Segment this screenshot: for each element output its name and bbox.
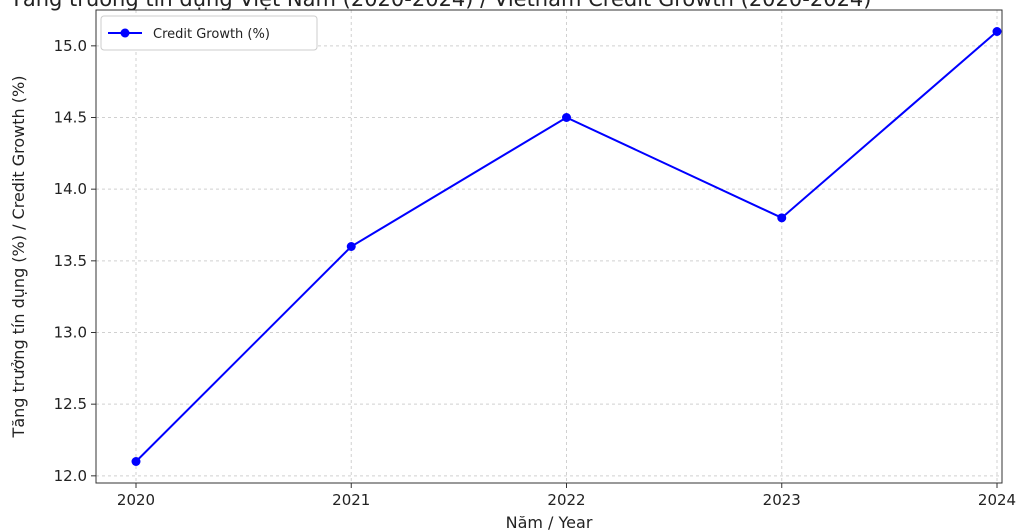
grid-lines xyxy=(96,10,1002,483)
x-tick-label: 2022 xyxy=(547,491,585,509)
legend-label: Credit Growth (%) xyxy=(153,27,270,42)
y-tick-label: 13.5 xyxy=(54,252,87,270)
y-tick-label: 15.0 xyxy=(54,37,87,55)
x-tick-label: 2021 xyxy=(332,491,370,509)
data-point xyxy=(992,27,1002,36)
y-tick-label: 14.0 xyxy=(54,180,87,198)
legend-marker-swatch xyxy=(120,28,130,38)
data-point xyxy=(777,213,787,223)
x-axis-label: Năm / Year xyxy=(506,513,593,532)
series-layer xyxy=(131,27,1002,466)
y-tick-label: 14.5 xyxy=(54,109,87,127)
y-tick-label: 12.5 xyxy=(54,395,87,413)
chart-title: Tăng trưởng tín dụng Việt Nam (2020-2024… xyxy=(9,0,871,11)
legend: Credit Growth (%) xyxy=(100,15,318,51)
x-tick-label: 2023 xyxy=(763,491,801,509)
y-tick-label: 12.0 xyxy=(54,467,87,485)
x-tick-label: 2024 xyxy=(978,491,1016,509)
axis-ticks: 2020 2021 2022 2023 2024 12.0 12.5 13.0 13.5 14.0… xyxy=(54,37,1017,509)
y-tick-label: 13.0 xyxy=(54,324,87,342)
y-axis-label: Tăng trưởng tín dụng (%) / Credit Growth… xyxy=(9,76,28,439)
data-point xyxy=(131,457,141,466)
x-tick-label: 2020 xyxy=(117,491,155,509)
data-point xyxy=(346,242,356,251)
legend-box xyxy=(100,15,318,51)
plot-area-frame xyxy=(95,9,1003,484)
data-point xyxy=(562,113,571,122)
